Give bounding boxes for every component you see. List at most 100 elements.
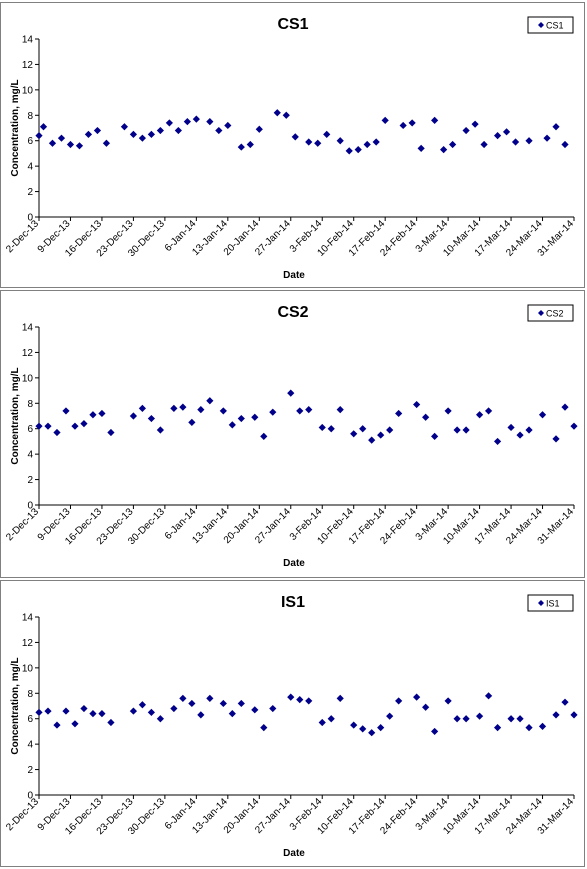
legend-box (527, 594, 574, 612)
data-point (107, 428, 115, 437)
data-point (93, 126, 102, 135)
data-point (570, 711, 578, 719)
data-point (84, 130, 93, 138)
data-point (291, 133, 299, 141)
x-axis-label: Date (283, 270, 305, 281)
data-point (372, 138, 380, 146)
data-point (431, 432, 439, 440)
data-point (336, 406, 344, 414)
x-axis-label: Date (283, 848, 305, 859)
y-tick-label: 6 (27, 714, 33, 725)
data-point (48, 139, 57, 147)
y-tick-label: 12 (22, 348, 34, 359)
data-point (422, 703, 430, 711)
y-axis-label: Concentration, mg/L (10, 367, 21, 464)
data-point (323, 130, 331, 138)
data-point (129, 130, 138, 138)
data-point (138, 701, 147, 709)
data-point (561, 140, 569, 149)
data-point (170, 704, 178, 713)
data-point (35, 132, 43, 140)
data-point (138, 134, 147, 142)
y-tick-label: 10 (22, 85, 34, 96)
data-point (386, 426, 394, 434)
data-point (138, 404, 147, 412)
y-tick-label: 2 (27, 475, 33, 486)
y-tick-label: 10 (22, 373, 34, 384)
data-point (147, 414, 155, 423)
data-point (237, 699, 245, 708)
data-point (413, 400, 421, 409)
data-point (129, 707, 138, 715)
x-axis-label: Date (283, 558, 305, 569)
chart-cs1: CS1024681012142-Dec-139-Dec-1316-Dec-132… (4, 16, 576, 281)
chart-title: CS1 (277, 16, 308, 33)
data-point (44, 707, 52, 715)
data-point (251, 706, 259, 714)
legend: IS1 (527, 594, 574, 612)
data-point (525, 137, 533, 145)
data-point (525, 426, 533, 434)
data-point (53, 721, 61, 729)
data-point (484, 407, 493, 415)
data-point (507, 715, 515, 723)
data-point (89, 411, 97, 419)
y-tick-label: 8 (27, 689, 33, 700)
data-point (516, 431, 524, 439)
data-point (287, 389, 295, 397)
data-point (44, 422, 52, 430)
data-point (260, 432, 268, 440)
y-tick-label: 0 (27, 791, 33, 802)
data-point (350, 430, 358, 438)
legend: CS2 (527, 304, 574, 322)
y-tick-label: 8 (27, 111, 33, 122)
data-point (395, 409, 403, 418)
data-point (269, 704, 277, 713)
data-point (422, 413, 430, 421)
data-point (484, 692, 493, 700)
data-point (318, 423, 326, 432)
data-point (296, 407, 304, 415)
data-point (408, 119, 416, 127)
data-point (219, 407, 227, 415)
chart-panel-is1: IS1 0 2 4 6 8 10 12 14 2-Dec-13 9-Dec-13 16-Dec-13 2… (0, 580, 585, 867)
data-point (525, 724, 533, 732)
data-point (354, 146, 362, 154)
data-point (493, 724, 502, 732)
data-point (39, 123, 48, 131)
x-tick-label: 2-Dec-13 (4, 218, 41, 255)
chart-panel-cs1: CS1 0 2 4 6 8 10 12 14 2-Dec-13 9-Dec-13 16-Dec-13 2… (0, 2, 585, 288)
data-point (431, 727, 439, 736)
data-point (305, 697, 313, 705)
data-point (552, 711, 560, 719)
data-point (206, 397, 214, 405)
data-point (493, 437, 502, 446)
data-point (224, 121, 232, 130)
legend-label: IS1 (546, 599, 560, 609)
data-point (273, 109, 281, 117)
data-point (89, 710, 97, 718)
data-point (359, 425, 367, 433)
y-tick-label: 2 (27, 765, 33, 776)
data-point (188, 699, 196, 708)
data-point (219, 699, 227, 708)
data-point (538, 722, 547, 730)
data-point (251, 413, 259, 421)
data-point (462, 426, 470, 434)
data-point (98, 710, 106, 718)
y-tick-label: 14 (22, 323, 34, 334)
data-point (538, 411, 547, 419)
data-point (507, 423, 515, 432)
y-tick-label: 2 (27, 187, 33, 198)
y-tick-label: 6 (27, 136, 33, 147)
data-point (381, 116, 389, 124)
data-point (399, 121, 407, 130)
data-point (53, 428, 61, 437)
data-point (269, 408, 277, 416)
data-point (413, 693, 421, 701)
y-tick-label: 0 (27, 213, 33, 224)
data-point (206, 118, 214, 126)
data-point (156, 426, 164, 434)
data-point (237, 414, 245, 423)
data-point (282, 111, 290, 119)
